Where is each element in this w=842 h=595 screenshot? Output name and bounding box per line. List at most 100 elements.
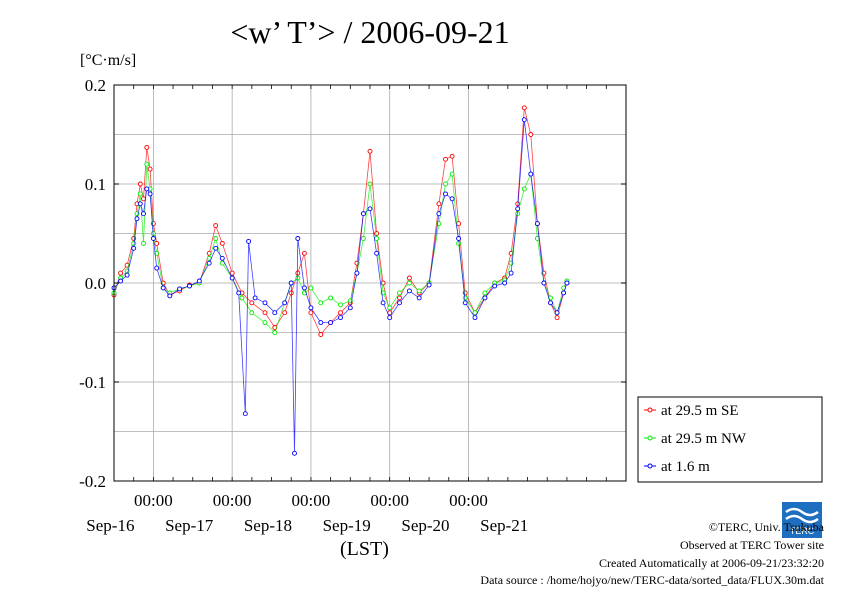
- data-point: [554, 315, 560, 321]
- data-point: [187, 283, 192, 289]
- data-point: [219, 255, 225, 261]
- data-point: [548, 300, 553, 306]
- data-point: [141, 211, 146, 217]
- data-point: [456, 236, 462, 241]
- data-point: [449, 196, 455, 202]
- data-point: [318, 320, 324, 326]
- legend-label: at 29.5 m SE: [661, 403, 739, 419]
- data-point: [229, 270, 235, 276]
- x-tick-label: 00:00: [370, 491, 409, 510]
- data-point: [262, 320, 268, 326]
- data-point: [492, 283, 498, 289]
- series-line: [113, 119, 568, 454]
- logo-text: TERC: [790, 526, 815, 536]
- x-date-label: Sep-19: [323, 516, 371, 535]
- data-point: [239, 295, 245, 301]
- data-point: [301, 250, 307, 256]
- data-point: [406, 280, 412, 286]
- y-tick-label: 0.1: [85, 175, 106, 194]
- data-point: [528, 132, 534, 137]
- data-point: [387, 305, 393, 311]
- x-tick-label: 00:00: [292, 491, 331, 510]
- data-point: [288, 280, 294, 286]
- terc-logo-icon: TERC: [782, 502, 822, 538]
- data-point: [449, 153, 455, 159]
- data-point: [387, 315, 393, 321]
- data-point: [252, 295, 258, 301]
- data-point: [147, 191, 153, 197]
- data-point: [406, 288, 412, 294]
- data-point: [508, 270, 514, 276]
- data-point: [262, 300, 268, 306]
- data-point: [354, 270, 360, 276]
- data-point: [292, 450, 297, 456]
- y-tick-label: -0.1: [79, 373, 106, 392]
- data-point: [374, 250, 380, 256]
- data-point: [249, 300, 255, 306]
- data-point: [301, 285, 307, 291]
- data-point: [229, 275, 235, 281]
- x-tick-label: 00:00: [449, 491, 488, 510]
- data-point: [515, 206, 521, 212]
- data-point: [416, 295, 422, 301]
- data-point: [328, 295, 334, 301]
- data-point: [561, 290, 567, 296]
- data-point: [521, 105, 527, 111]
- data-point: [236, 290, 242, 296]
- series-line: [113, 107, 568, 336]
- data-point: [249, 310, 255, 316]
- data-point: [406, 275, 412, 281]
- data-point: [436, 201, 442, 207]
- data-point: [443, 191, 448, 197]
- created-text: Created Automatically at 2006-09-21/23:3…: [599, 556, 824, 570]
- data-point: [213, 236, 219, 241]
- data-point: [262, 310, 268, 316]
- data-point: [144, 144, 150, 150]
- data-point: [472, 310, 478, 316]
- copyright-text: ©TERC, Univ. Tsukuba: [708, 520, 824, 534]
- data-point: [137, 181, 143, 187]
- data-point: [462, 300, 468, 306]
- legend-box: [637, 396, 823, 483]
- series-0: [111, 105, 570, 337]
- data-point: [534, 221, 540, 227]
- data-point: [219, 260, 225, 266]
- data-point: [564, 280, 570, 286]
- data-point: [308, 310, 314, 316]
- x-date-label: Sep-21: [480, 516, 528, 535]
- data-point: [118, 278, 124, 284]
- data-point: [521, 186, 527, 192]
- data-point: [134, 216, 140, 222]
- chart-title: <w’ T’> / 2006-09-21: [230, 14, 510, 50]
- series-2: [111, 117, 570, 456]
- data-point: [443, 181, 448, 187]
- data-point: [367, 206, 373, 212]
- data-point: [131, 245, 137, 251]
- data-point: [374, 231, 380, 236]
- axis-ticks: -0.2 -0.1 0.0 0.1 0.2 00:00 00:00 00:00 00:00 00:…: [79, 76, 627, 535]
- data-point: [416, 288, 422, 294]
- data-point: [482, 290, 488, 296]
- source-text: Data source : /home/hojyo/new/TERC-data/…: [480, 573, 824, 587]
- data-point: [137, 191, 143, 197]
- data-point: [137, 201, 143, 207]
- data-point: [141, 240, 146, 246]
- legend-label: at 1.6 m: [661, 459, 710, 475]
- data-point: [282, 300, 288, 306]
- data-point: [449, 171, 455, 177]
- data-point: [196, 278, 202, 284]
- data-point: [374, 236, 380, 241]
- data-point: [360, 211, 366, 217]
- data-point: [242, 411, 248, 417]
- data-point: [213, 223, 219, 229]
- data-point: [308, 305, 314, 311]
- data-point: [397, 290, 402, 296]
- x-tick-label: 00:00: [134, 491, 173, 510]
- data-point: [318, 300, 324, 306]
- data-point: [347, 305, 353, 311]
- data-point: [397, 295, 402, 301]
- site-text: Observed at TERC Tower site: [679, 538, 824, 552]
- data-point: [272, 330, 278, 335]
- legend: at 29.5 m SE at 29.5 m NW at 1.6 m: [637, 396, 823, 483]
- data-point: [482, 295, 488, 301]
